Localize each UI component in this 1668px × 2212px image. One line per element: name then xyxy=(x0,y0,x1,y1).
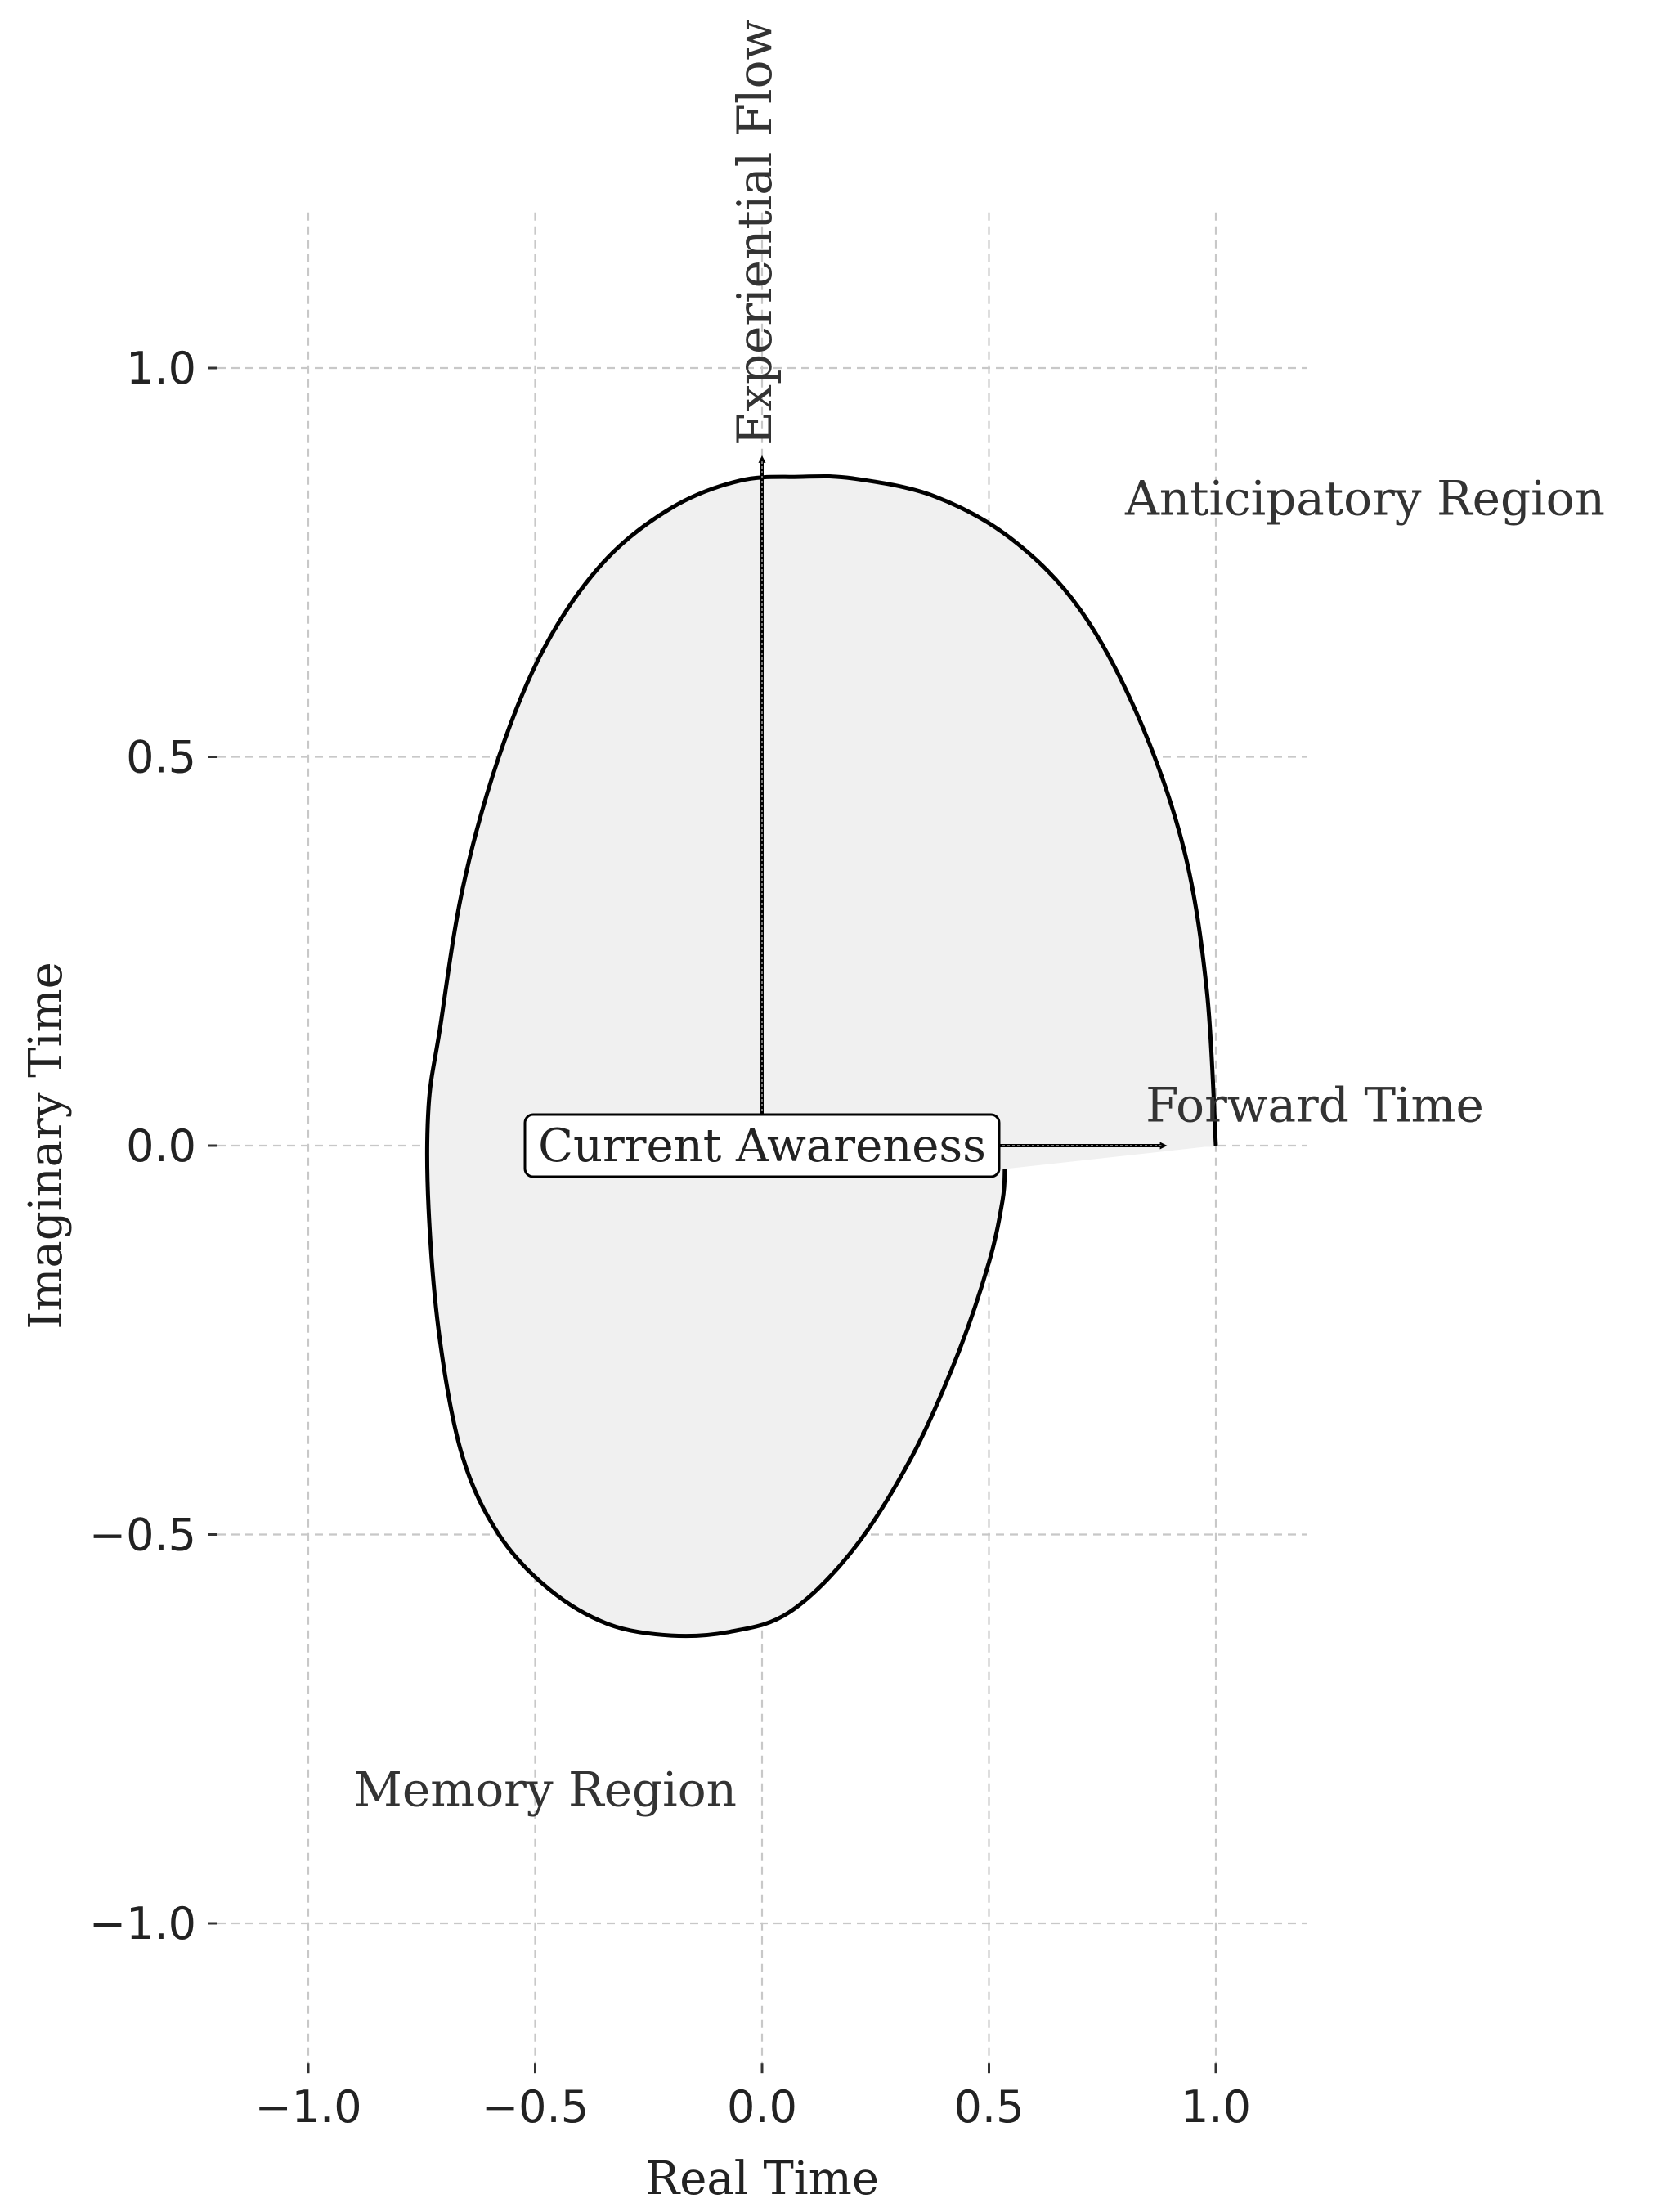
x-tick-label-2: 0.0 xyxy=(727,2081,797,2133)
x-tick-label-0: −1.0 xyxy=(254,2081,361,2133)
curve-fill xyxy=(427,476,1216,1636)
y-tick-label-4: 1.0 xyxy=(126,343,196,394)
center-label-text: Current Awareness xyxy=(538,1119,986,1173)
y-tick-label-2: 0.0 xyxy=(126,1120,196,1172)
curve-line xyxy=(424,473,1218,1639)
y-tick-label-3: 0.5 xyxy=(126,732,196,783)
tick-group: −1.0 −0.5 0.0 0.5 1.0 −1.0 −0.5 0.0 0.5 1.0 xyxy=(89,343,1251,2133)
x-tick-label-1: −0.5 xyxy=(482,2081,589,2133)
curve-group xyxy=(424,473,1218,1639)
y-tick-label-1: −0.5 xyxy=(89,1510,196,1561)
x-tick-label-4: 1.0 xyxy=(1181,2081,1251,2133)
annotation-group: Anticipatory Region Forward Time Memory Re… xyxy=(354,20,1605,1817)
annotation-experiential: Experiential Flow xyxy=(727,20,782,446)
annotation-anticipatory: Anticipatory Region xyxy=(1124,471,1605,527)
center-label-box xyxy=(523,1113,1001,1178)
y-tick-label-0: −1.0 xyxy=(89,1898,196,1950)
x-tick-label-3: 0.5 xyxy=(954,2081,1025,2133)
x-axis-label: Real Time xyxy=(645,2152,879,2205)
annotation-forward: Forward Time xyxy=(1146,1077,1484,1133)
y-axis-label: Imaginary Time xyxy=(20,962,73,1330)
annotation-memory: Memory Region xyxy=(354,1761,738,1817)
